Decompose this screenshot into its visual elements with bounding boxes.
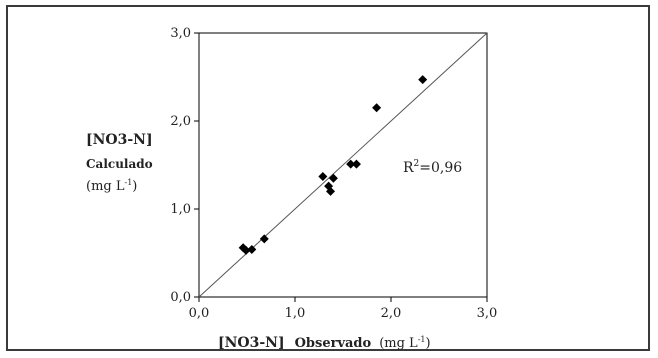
data-point [318,171,328,181]
data-point [346,159,356,169]
x-axis-label: [NO3-N] Observado (mg L-1) [218,334,431,351]
data-point [372,103,382,113]
data-point [326,186,336,196]
data-point [247,244,257,254]
data-point [418,75,428,85]
data-points [238,75,428,255]
x-tick-label: 0,0 [189,306,210,321]
data-point [328,173,338,183]
y-axis-label-descriptor: Calculado [86,157,153,171]
y-tick-label: 3,0 [170,26,191,41]
plot-area-border [198,32,488,298]
chart-frame [6,5,650,351]
data-point [259,234,269,244]
x-tick-label: 1,0 [285,306,306,321]
y-tick-label: 1,0 [170,202,191,217]
tick-labels: 0,0 1,0 2,0 3,0 0,0 1,0 2,0 3,0 [170,26,497,321]
x-tick-label: 3,0 [477,306,498,321]
data-point [241,245,251,255]
y-tick-label: 2,0 [170,114,191,129]
y-axis-label-unit: (mg L-1) [86,178,137,194]
x-tick-label: 2,0 [381,306,402,321]
data-point [351,159,361,169]
y-axis-label-name: [NO3-N] [86,132,153,148]
y-tick-label: 0,0 [170,290,191,305]
r-squared-annotation: R2=0,96 [403,159,462,176]
